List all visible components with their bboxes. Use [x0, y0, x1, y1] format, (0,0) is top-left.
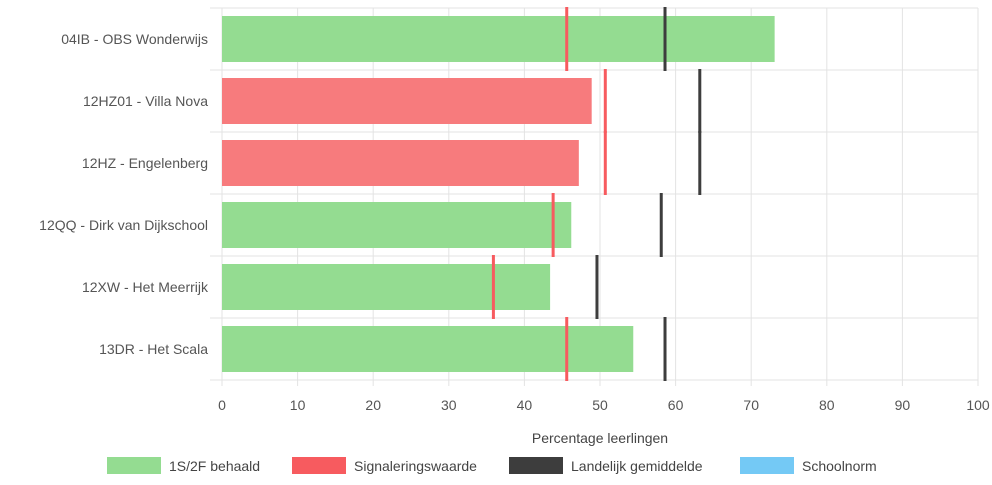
signaleringswaarde-marker	[603, 69, 607, 133]
legend-label: Landelijk gemiddelde	[571, 458, 703, 474]
legend-swatch	[292, 457, 346, 474]
category-label: 12QQ - Dirk van Dijkschool	[39, 217, 208, 233]
legend-item: Schoolnorm	[740, 457, 877, 474]
bar	[222, 202, 572, 248]
bar	[222, 78, 592, 124]
category-labels: 04IB - OBS Wonderwijs 12HZ01 - Villa Nova…	[39, 31, 209, 357]
bar	[222, 264, 551, 310]
legend-item: 1S/2F behaald	[107, 457, 260, 474]
category-label: 12HZ01 - Villa Nova	[83, 93, 208, 109]
legend-swatch	[740, 457, 794, 474]
x-tick-label: 20	[365, 397, 381, 413]
legend-swatch	[107, 457, 161, 474]
signaleringswaarde-marker	[603, 131, 607, 195]
legend-label: Signaleringswaarde	[354, 458, 477, 474]
x-axis-title: Percentage leerlingen	[532, 430, 668, 446]
category-label: 12HZ - Engelenberg	[82, 155, 208, 171]
legend-swatch	[509, 457, 563, 474]
x-tick-labels: 0 10 20 30 40 50 60 70 80 90 100	[218, 397, 990, 413]
legend-label: 1S/2F behaald	[169, 458, 260, 474]
signaleringswaarde-marker	[551, 193, 555, 257]
landelijk-gemiddelde-marker	[698, 69, 702, 133]
signaleringswaarde-marker	[565, 317, 569, 381]
bar	[222, 140, 579, 186]
x-tick-label: 80	[819, 397, 835, 413]
x-tick-label: 0	[218, 397, 226, 413]
bars	[222, 16, 775, 372]
category-label: 13DR - Het Scala	[99, 341, 208, 357]
category-label: 04IB - OBS Wonderwijs	[61, 31, 208, 47]
landelijk-gemiddelde-marker	[659, 193, 663, 257]
x-tick-label: 100	[966, 397, 990, 413]
markers	[491, 7, 702, 381]
landelijk-gemiddelde-marker	[595, 255, 599, 319]
landelijk-gemiddelde-marker	[663, 317, 667, 381]
signaleringswaarde-marker	[491, 255, 495, 319]
landelijk-gemiddelde-marker	[663, 7, 667, 71]
bar	[222, 16, 775, 62]
legend-item: Signaleringswaarde	[292, 457, 477, 474]
x-tick-label: 10	[290, 397, 306, 413]
legend-label: Schoolnorm	[802, 458, 877, 474]
x-tick-label: 30	[441, 397, 457, 413]
landelijk-gemiddelde-marker	[698, 131, 702, 195]
bar	[222, 326, 634, 372]
category-label: 12XW - Het Meerrijk	[82, 279, 209, 295]
x-tick-label: 70	[743, 397, 759, 413]
grid	[210, 7, 979, 386]
x-tick-label: 50	[592, 397, 608, 413]
x-tick-label: 60	[668, 397, 684, 413]
legend: 1S/2F behaald Signaleringswaarde Landelijk…	[107, 457, 877, 474]
legend-item: Landelijk gemiddelde	[509, 457, 703, 474]
x-tick-label: 40	[517, 397, 533, 413]
x-tick-label: 90	[895, 397, 911, 413]
signaleringswaarde-marker	[565, 7, 569, 71]
